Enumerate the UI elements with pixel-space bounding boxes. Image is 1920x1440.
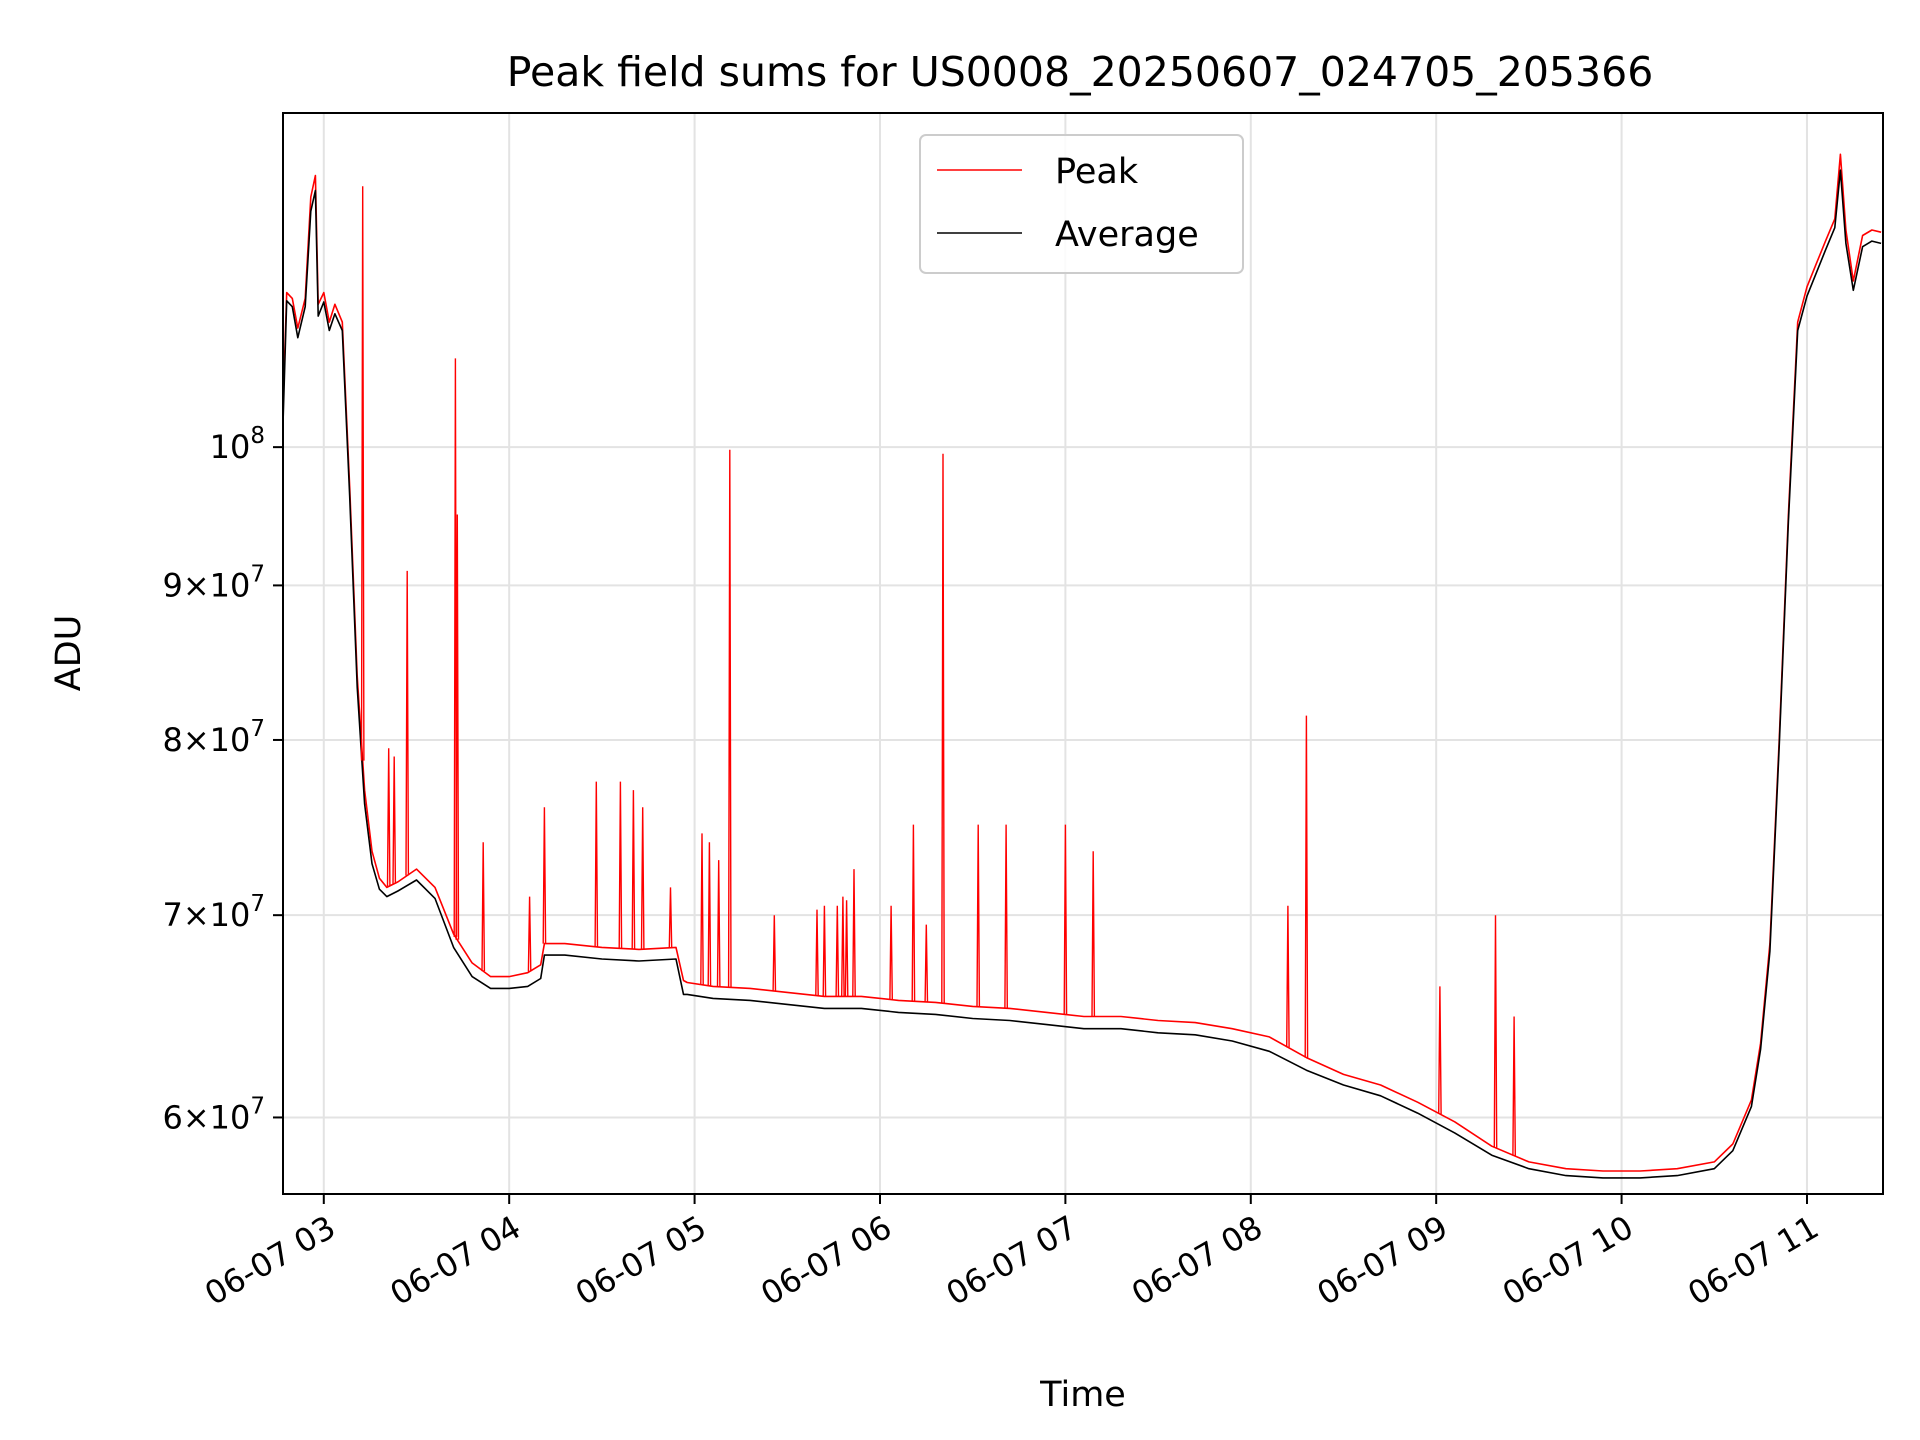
peak-spike <box>481 842 486 972</box>
peak-spike <box>618 781 623 949</box>
peak-spike <box>1512 1016 1516 1156</box>
peak-spike <box>405 570 410 876</box>
y-tick-label: 108 <box>210 423 265 466</box>
x-axis-label: Time <box>1039 1375 1126 1415</box>
legend-average-label: Average <box>1055 215 1199 255</box>
peak-spike <box>772 915 777 992</box>
peak-spike <box>707 842 712 986</box>
peak-spike <box>822 905 827 997</box>
series-group <box>283 153 1882 1179</box>
peak-spike <box>455 514 460 940</box>
peak-spike <box>835 905 840 997</box>
peak-spike <box>924 924 929 1002</box>
peak-spike <box>1493 915 1498 1148</box>
plot-area <box>283 153 1882 1179</box>
peak-spike <box>844 900 849 997</box>
peak-spike <box>527 896 532 972</box>
peak-spike <box>727 449 732 988</box>
peak-spike <box>640 807 645 950</box>
chart-title: Peak field sums for US0008_20250607_0247… <box>507 48 1654 96</box>
peak-spike <box>815 909 819 996</box>
peak-spike <box>1438 986 1442 1115</box>
peak-spike <box>542 807 547 944</box>
peak-spike <box>889 905 893 1000</box>
peak-spike <box>716 860 721 987</box>
y-tick-label: 7×107 <box>162 891 265 934</box>
peak-spike <box>1304 715 1309 1058</box>
y-tick-label: 9×107 <box>162 561 265 604</box>
peak-spike <box>594 781 599 947</box>
y-axis: 6×107 7×107 8×107 9×107 108 <box>162 423 283 1136</box>
peak-spike <box>1091 851 1096 1017</box>
series-line-average <box>283 169 1882 1179</box>
peak-spike <box>360 186 365 761</box>
peak-spike <box>392 756 397 884</box>
y-tick-label: 8×107 <box>162 716 265 759</box>
peak-spike <box>911 824 916 1002</box>
peak-spike <box>386 748 391 887</box>
y-tick-label: 6×107 <box>162 1093 265 1136</box>
plot-frame <box>282 112 1884 1195</box>
peak-spike <box>1063 824 1068 1015</box>
peak-spike <box>841 896 845 997</box>
legend: Peak Average <box>919 134 1244 274</box>
peak-spike <box>668 887 673 948</box>
peak-spike <box>976 824 981 1007</box>
legend-peak-label: Peak <box>1055 152 1139 192</box>
peak-spike <box>852 869 856 997</box>
peak-spike <box>941 453 945 1004</box>
y-axis-label: ADU <box>49 615 89 692</box>
grid <box>283 113 1883 1194</box>
peak-spike <box>1286 905 1290 1048</box>
peak-spike <box>1004 824 1008 1009</box>
peak-spike <box>700 833 704 985</box>
peak-spike <box>631 790 636 950</box>
